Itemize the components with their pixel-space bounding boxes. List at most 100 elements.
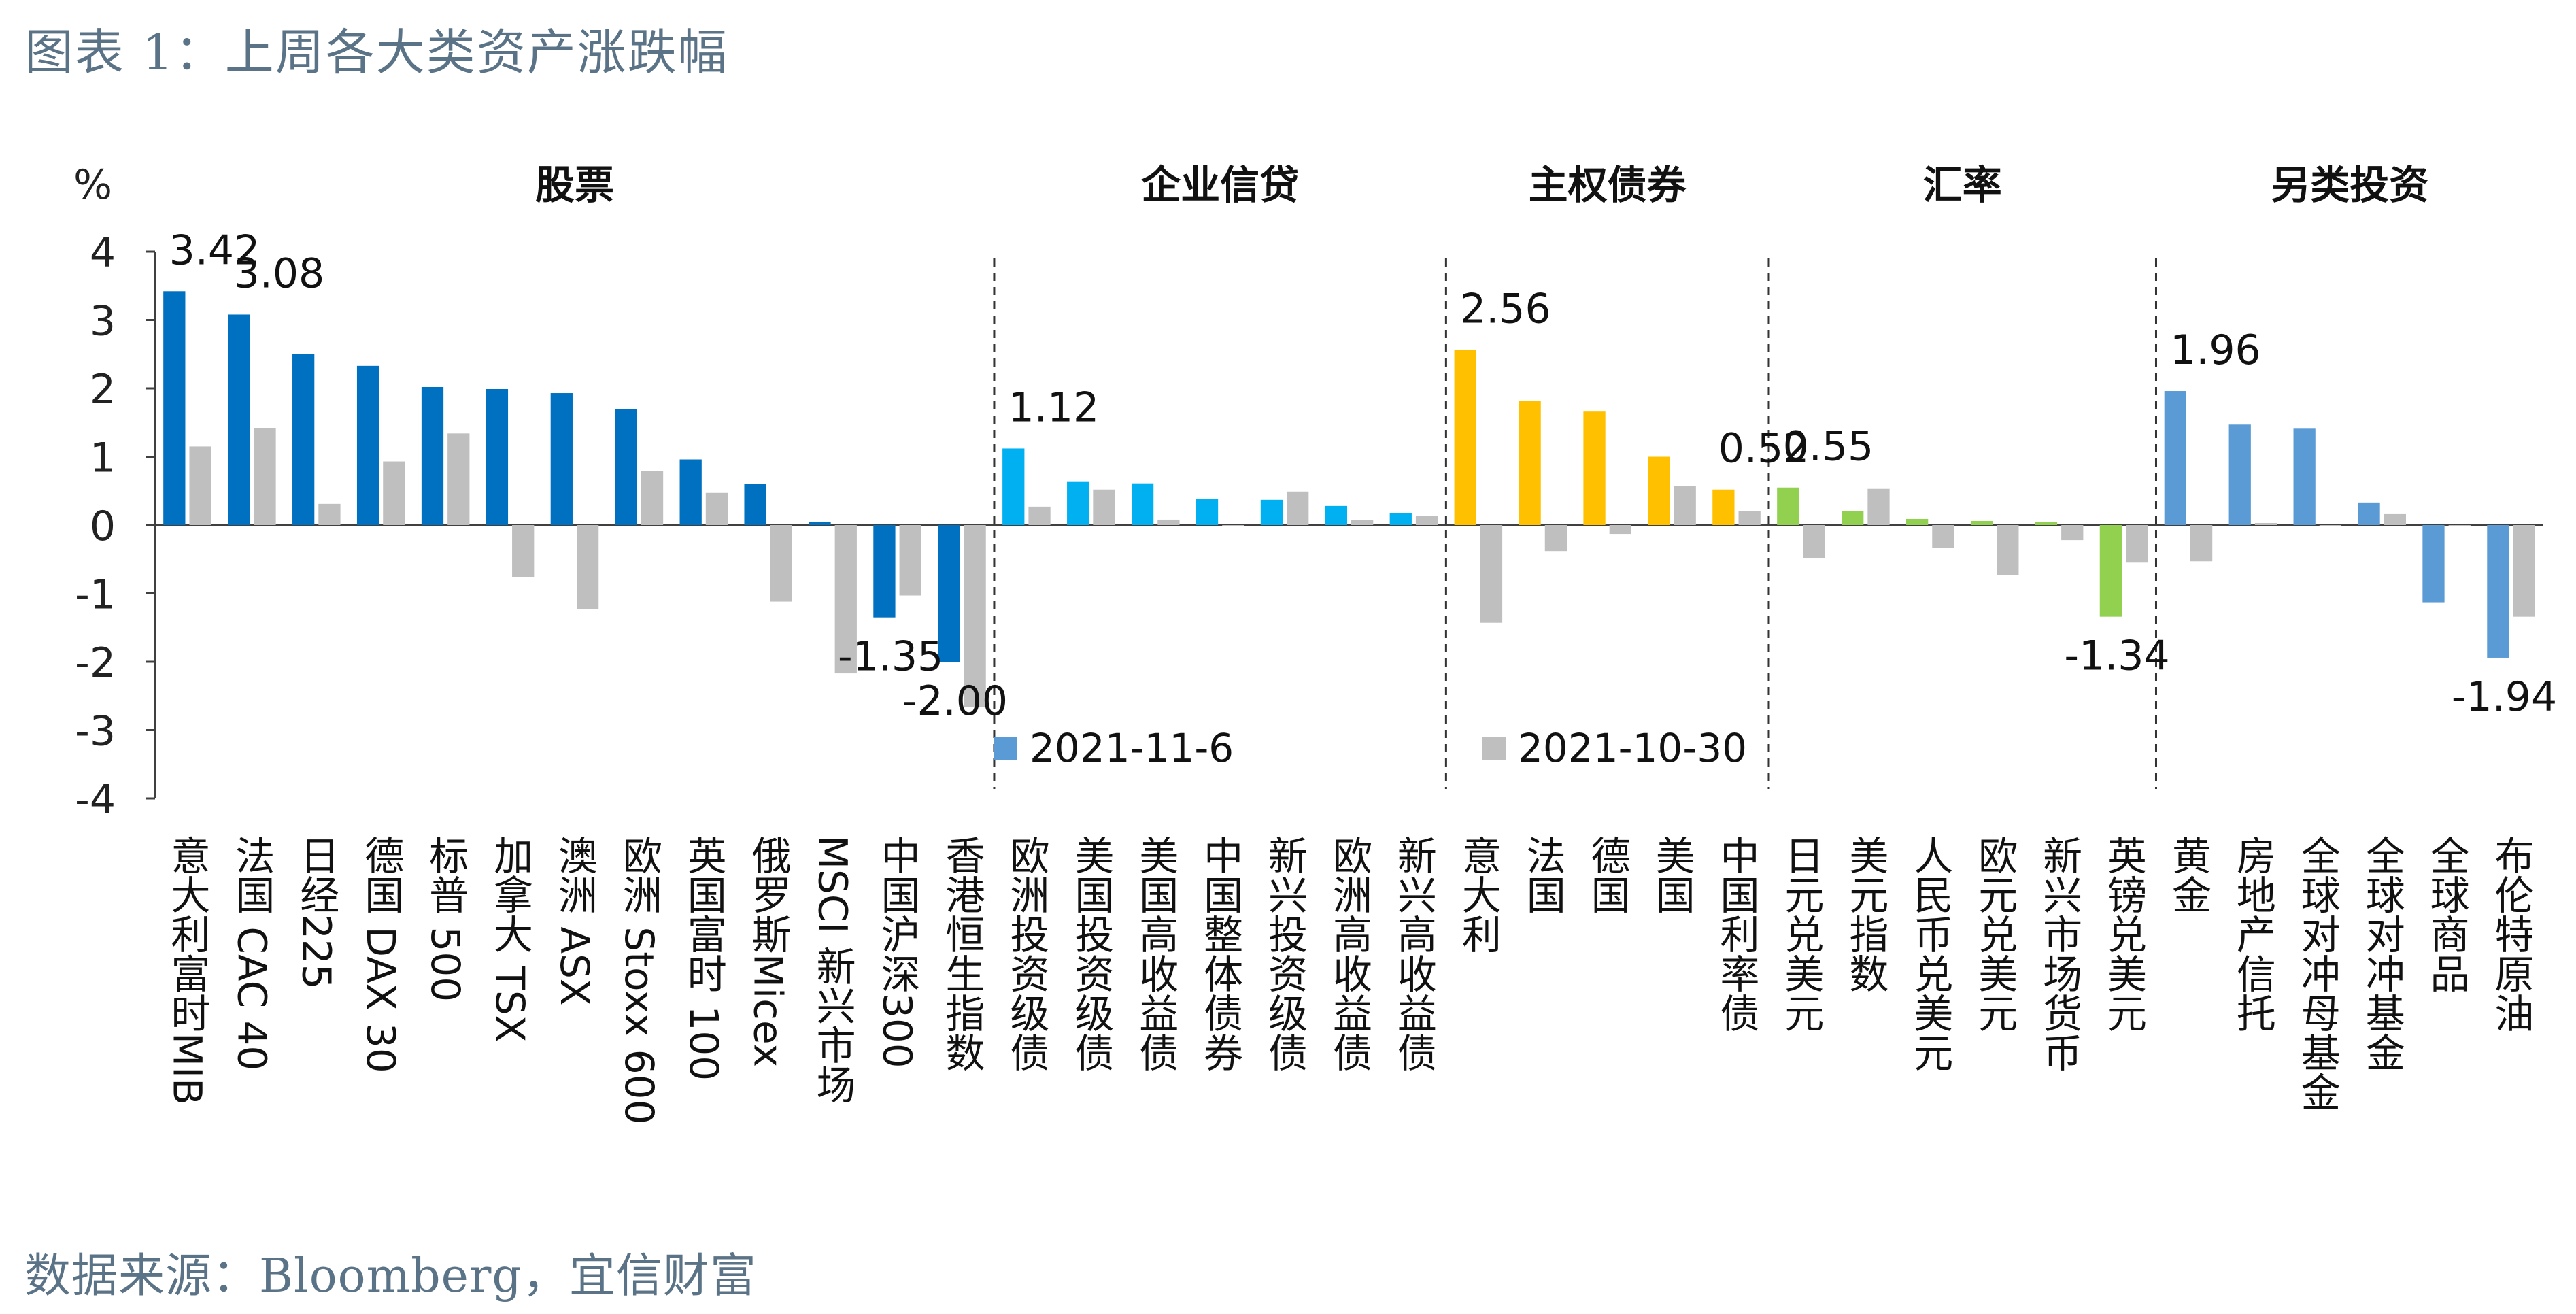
x-tick-label: 英国富时 100 xyxy=(681,835,727,1081)
bar-series-1 xyxy=(679,459,702,525)
x-tick-label: 中国沪深300 xyxy=(875,835,921,1068)
bar-series-2 xyxy=(2513,525,2535,617)
x-tick-label: 德国 xyxy=(1584,835,1631,914)
bar-series-1 xyxy=(1325,505,1347,525)
bar-series-1 xyxy=(2099,525,2122,617)
bar-series-1 xyxy=(1583,411,1606,525)
bar-series-1 xyxy=(1389,513,1412,525)
bar-series-1 xyxy=(1519,401,1541,525)
bar-series-2 xyxy=(1028,506,1051,525)
data-label: -2.00 xyxy=(902,677,1008,725)
y-tick-label: 4 xyxy=(90,229,116,277)
x-tick-label: 布伦特原油 xyxy=(2488,835,2535,1032)
bar-series-1 xyxy=(550,393,573,525)
bar-series-1 xyxy=(2164,391,2186,525)
bar-series-1 xyxy=(228,314,250,525)
data-label: -1.35 xyxy=(838,633,943,681)
bar-series-2 xyxy=(254,428,276,525)
x-tick-label: 美国高收益债 xyxy=(1132,835,1179,1072)
bar-series-2 xyxy=(1093,489,1115,525)
x-tick-label: 日元兑美元 xyxy=(1778,835,1824,1032)
bar-series-2 xyxy=(964,525,986,707)
bar-series-1 xyxy=(1454,350,1476,525)
bar-series-2 xyxy=(1157,519,1180,525)
bar-series-2 xyxy=(383,461,405,525)
x-tick-label: 中国整体债券 xyxy=(1197,835,1243,1072)
bar-series-1 xyxy=(615,409,637,525)
bar-series-2 xyxy=(1480,525,1503,623)
source-note: 数据来源：Bloomberg，宜信财富 xyxy=(24,1249,757,1303)
x-tick-label: 全球商品 xyxy=(2424,835,2470,993)
group-label: 企业信贷 xyxy=(1141,162,1299,208)
bar-series-1 xyxy=(809,521,831,525)
bar-series-1 xyxy=(1970,520,1993,525)
bar-series-1 xyxy=(2358,502,2380,525)
data-label: 0.55 xyxy=(1783,423,1874,471)
x-tick-label: 澳洲 ASX xyxy=(552,835,598,1006)
x-tick-label: 俄罗斯Micex xyxy=(745,835,792,1067)
y-axis-unit: % xyxy=(73,161,112,209)
data-label: 3.42 xyxy=(169,226,260,274)
bar-series-2 xyxy=(1738,511,1761,525)
bar-series-2 xyxy=(318,503,341,525)
y-tick-label: -1 xyxy=(75,571,116,619)
bar-series-1 xyxy=(486,389,509,525)
x-tick-label: 欧洲投资级债 xyxy=(1003,835,1049,1072)
x-tick-label: 意大利 xyxy=(1455,835,1502,954)
legend-label: 2021-11-6 xyxy=(1030,725,1234,771)
x-tick-label: 美国投资级债 xyxy=(1068,835,1114,1072)
bar-series-1 xyxy=(421,386,444,525)
bar-series-2 xyxy=(1803,525,1825,558)
data-label: -1.94 xyxy=(2452,673,2557,721)
bar-series-1 xyxy=(292,354,315,525)
bar-series-1 xyxy=(2228,424,2251,525)
bar-series-2 xyxy=(2254,522,2277,525)
bar-series-2 xyxy=(1544,525,1567,552)
x-tick-label: 全球对冲基金 xyxy=(2359,835,2405,1072)
x-tick-label: 欧元兑美元 xyxy=(1971,835,2018,1032)
bar-series-2 xyxy=(770,525,793,602)
bar-series-2 xyxy=(1997,525,2019,575)
bar-series-2 xyxy=(2448,525,2471,526)
data-label: 2.56 xyxy=(1460,286,1551,333)
x-tick-label: 新兴市场货币 xyxy=(2036,835,2082,1072)
bar-series-2 xyxy=(2319,525,2342,526)
bar-series-2 xyxy=(641,471,664,525)
x-tick-label: 加拿大 TSX xyxy=(487,835,533,1042)
bar-series-2 xyxy=(2061,525,2084,541)
bar-series-1 xyxy=(1842,511,1864,525)
bar-series-1 xyxy=(1905,518,1929,525)
data-label: 1.12 xyxy=(1009,384,1100,431)
chart-title: 图表 1：上周各大类资产涨跌幅 xyxy=(24,24,728,81)
bar-series-2 xyxy=(512,525,535,577)
bar-series-1 xyxy=(1002,448,1025,525)
bar-series-1 xyxy=(1777,487,1799,525)
legend-swatch xyxy=(1482,737,1506,760)
bar-series-2 xyxy=(447,433,470,525)
y-tick-label: 1 xyxy=(90,435,116,482)
x-tick-label: 新兴高收益债 xyxy=(1391,835,1437,1072)
x-tick-label: 法国 CAC 40 xyxy=(228,835,275,1071)
bar-series-2 xyxy=(1674,486,1696,525)
x-tick-label: 日经225 xyxy=(293,835,339,990)
group-label: 汇率 xyxy=(1923,162,2002,208)
bar-series-2 xyxy=(2384,513,2406,525)
x-tick-label: 德国 DAX 30 xyxy=(358,835,404,1073)
x-tick-label: 中国利率债 xyxy=(1714,835,1760,1032)
x-tick-label: 标普 500 xyxy=(422,835,469,1002)
y-tick-label: 0 xyxy=(90,503,116,550)
data-label: -1.34 xyxy=(2064,633,2169,680)
x-tick-label: MSCI 新兴市场 xyxy=(810,835,856,1104)
x-tick-label: 黄金 xyxy=(2165,835,2211,914)
x-tick-label: 房地产信托 xyxy=(2230,835,2276,1032)
data-label: 1.96 xyxy=(2170,326,2261,374)
y-tick-label: 3 xyxy=(90,298,116,346)
bar-series-1 xyxy=(2293,428,2316,525)
legend-label: 2021-10-30 xyxy=(1518,725,1747,771)
x-tick-label: 人民币兑美元 xyxy=(1907,835,1953,1072)
bar-series-1 xyxy=(163,291,186,525)
bar-series-1 xyxy=(2422,525,2445,603)
bar-series-1 xyxy=(873,525,896,618)
x-tick-label: 香港恒生指数 xyxy=(938,835,985,1072)
x-tick-label: 法国 xyxy=(1520,835,1566,914)
